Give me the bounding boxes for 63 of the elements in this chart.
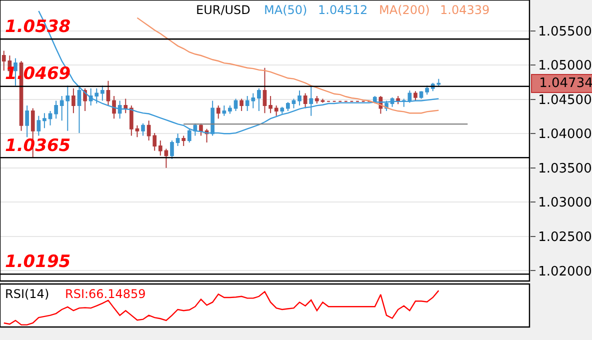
- y-tick-label: 1.03500: [538, 161, 592, 176]
- candlestick: [309, 85, 314, 116]
- y-tick-label: 1.04500: [538, 92, 592, 108]
- candlestick: [396, 95, 400, 105]
- candlestick: [303, 92, 308, 109]
- candlestick: [274, 105, 278, 116]
- candlestick: [216, 105, 220, 120]
- text: 1.04734: [539, 76, 592, 91]
- candlestick: [146, 120, 151, 141]
- candlestick: [222, 105, 226, 116]
- candlestick: [141, 122, 145, 136]
- candlestick: [292, 98, 296, 109]
- y-tick-label: 1.05500: [538, 24, 592, 40]
- y-tick-label: 1.03000: [538, 196, 592, 211]
- candlestick: [118, 100, 122, 120]
- annotation: RSI:66.14859: [65, 287, 146, 301]
- candlestick: [228, 105, 232, 114]
- candlestick: [129, 105, 134, 136]
- candlestick: [425, 85, 429, 96]
- candlestick: [42, 112, 46, 129]
- line-series: [136, 17, 440, 114]
- candlestick: [314, 95, 319, 104]
- y-tick-label: 1.05000: [538, 58, 592, 74]
- candlestick: [100, 85, 104, 102]
- candlestick: [83, 88, 87, 112]
- text: MA(200): [379, 3, 430, 17]
- candlestick: [112, 95, 116, 120]
- candlestick: [25, 105, 29, 138]
- y-tick-label: 1.02500: [538, 230, 592, 245]
- candlestick: [286, 102, 290, 112]
- annotation: 1.04512: [318, 3, 368, 17]
- candlestick: [36, 115, 41, 136]
- candlestick: [164, 148, 168, 168]
- chart-title: EUR/USD: [196, 3, 250, 17]
- candlestick: [320, 98, 325, 104]
- y-tick-label: 1.04000: [538, 127, 592, 142]
- y-tick-label: 1.02000: [538, 264, 592, 280]
- candlestick: [257, 88, 261, 112]
- candlestick: [298, 90, 302, 106]
- candlestick: [48, 110, 52, 126]
- candlestick: [234, 98, 238, 112]
- candlestick: [106, 80, 110, 106]
- candlestick: [2, 50, 6, 72]
- candlestick: [152, 132, 157, 152]
- candlestick: [268, 95, 272, 114]
- candlestick: [135, 124, 140, 138]
- candlestick: [199, 122, 203, 136]
- candlestick: [414, 90, 418, 102]
- candlestick: [72, 88, 76, 114]
- candlestick: [170, 140, 174, 160]
- candlestick: [176, 133, 180, 146]
- candlestick: [280, 106, 284, 114]
- candlestick: [419, 90, 424, 100]
- candlestick: [54, 100, 58, 120]
- candlestick: [182, 135, 186, 146]
- text: MA(50): [264, 3, 308, 17]
- candlestick: [262, 67, 267, 114]
- candlestick: [124, 98, 128, 114]
- chart-title: RSI(14): [5, 287, 50, 301]
- candlestick: [240, 98, 244, 112]
- ref-line-label: 1.0195: [5, 252, 71, 272]
- candlestick: [158, 140, 162, 156]
- annotation: 1.04339: [440, 3, 490, 17]
